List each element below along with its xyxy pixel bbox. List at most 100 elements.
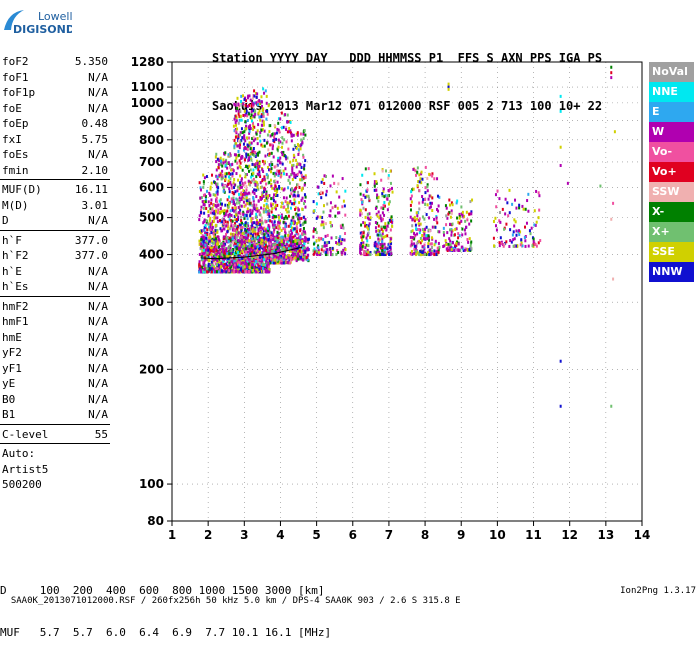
echo-point (445, 214, 448, 218)
echo-point (344, 231, 347, 235)
echo-point (272, 155, 275, 159)
echo-point (518, 206, 521, 210)
echo-point (234, 127, 237, 131)
echo-point (258, 134, 261, 138)
echo-point (234, 129, 237, 133)
echo-point (245, 262, 248, 266)
echo-point (240, 240, 243, 244)
echo-point (262, 87, 265, 91)
echo-point (252, 203, 255, 207)
echo-point (410, 190, 413, 194)
echo-point (206, 251, 209, 255)
echo-point (233, 235, 236, 239)
echo-point (387, 189, 390, 193)
echo-point (533, 223, 536, 227)
echo-point (292, 189, 295, 193)
echo-point (220, 173, 223, 177)
echo-point (249, 248, 252, 252)
echo-point (384, 194, 387, 198)
echo-point (363, 252, 366, 256)
echo-point (251, 162, 254, 166)
echo-point (285, 255, 288, 259)
echo-point (203, 225, 206, 229)
echo-point (259, 223, 262, 227)
echo-point (306, 253, 310, 257)
echo-point (320, 190, 323, 194)
echo-point (461, 213, 464, 217)
echo-point (257, 221, 260, 225)
param-label: h`F2 (2, 249, 29, 262)
echo-point (232, 265, 235, 269)
echo-point (414, 223, 417, 227)
x-tick-label: 9 (457, 528, 465, 542)
echo-point (241, 269, 244, 273)
echo-point (297, 152, 300, 156)
echo-point (504, 197, 507, 201)
echo-point (223, 269, 226, 273)
echo-point (276, 250, 279, 254)
echo-point (254, 246, 257, 250)
echo-point (211, 237, 214, 241)
echo-point (425, 234, 428, 238)
echo-point (302, 155, 305, 159)
echo-point (302, 132, 305, 136)
echo-point (229, 209, 232, 213)
echo-point (214, 193, 217, 197)
echo-point (420, 172, 423, 176)
echo-point (240, 191, 243, 195)
echo-point (209, 249, 213, 253)
echo-point (238, 118, 241, 122)
echo-point (233, 251, 236, 255)
echo-point (222, 235, 225, 239)
echo-point (278, 141, 281, 145)
echo-point (257, 103, 260, 107)
echo-point (302, 258, 305, 262)
echo-point (508, 244, 511, 248)
echo-point (266, 253, 269, 257)
echo-point (521, 244, 524, 248)
echo-point (291, 202, 294, 206)
echo-point (273, 179, 276, 183)
echo-point (221, 209, 224, 213)
echo-point (297, 150, 300, 154)
echo-point (224, 174, 227, 178)
echo-point (274, 184, 277, 188)
echo-point (443, 244, 446, 248)
echo-point (228, 269, 231, 273)
echo-point (268, 163, 271, 167)
echo-point (507, 214, 510, 218)
echo-point (425, 225, 428, 229)
echo-point (260, 128, 263, 132)
echo-point (221, 250, 225, 254)
echo-point (257, 168, 260, 172)
echo-point (208, 225, 211, 229)
echo-point (296, 252, 300, 256)
echo-point (238, 211, 241, 215)
echo-point (241, 131, 244, 135)
echo-point (359, 210, 362, 214)
echo-point (269, 202, 272, 206)
echo-point (435, 250, 438, 254)
echo-point (417, 211, 420, 215)
echo-point (239, 161, 242, 165)
echo-point (265, 192, 268, 196)
echo-point (281, 145, 284, 149)
echo-point (301, 244, 304, 248)
echo-point (365, 236, 368, 240)
echo-point (268, 225, 271, 229)
echo-point (469, 200, 472, 204)
echo-point (296, 222, 299, 226)
echo-point (525, 221, 528, 225)
echo-point (291, 244, 295, 248)
echo-point (511, 233, 514, 237)
echo-point (269, 230, 272, 234)
echo-point (248, 242, 251, 246)
echo-point (534, 223, 537, 227)
echo-point (248, 263, 251, 267)
echo-point (428, 172, 431, 176)
echo-point (218, 199, 221, 203)
echo-point (225, 249, 228, 253)
echo-point (291, 171, 294, 175)
echo-point (234, 159, 237, 163)
echo-point (237, 231, 240, 235)
